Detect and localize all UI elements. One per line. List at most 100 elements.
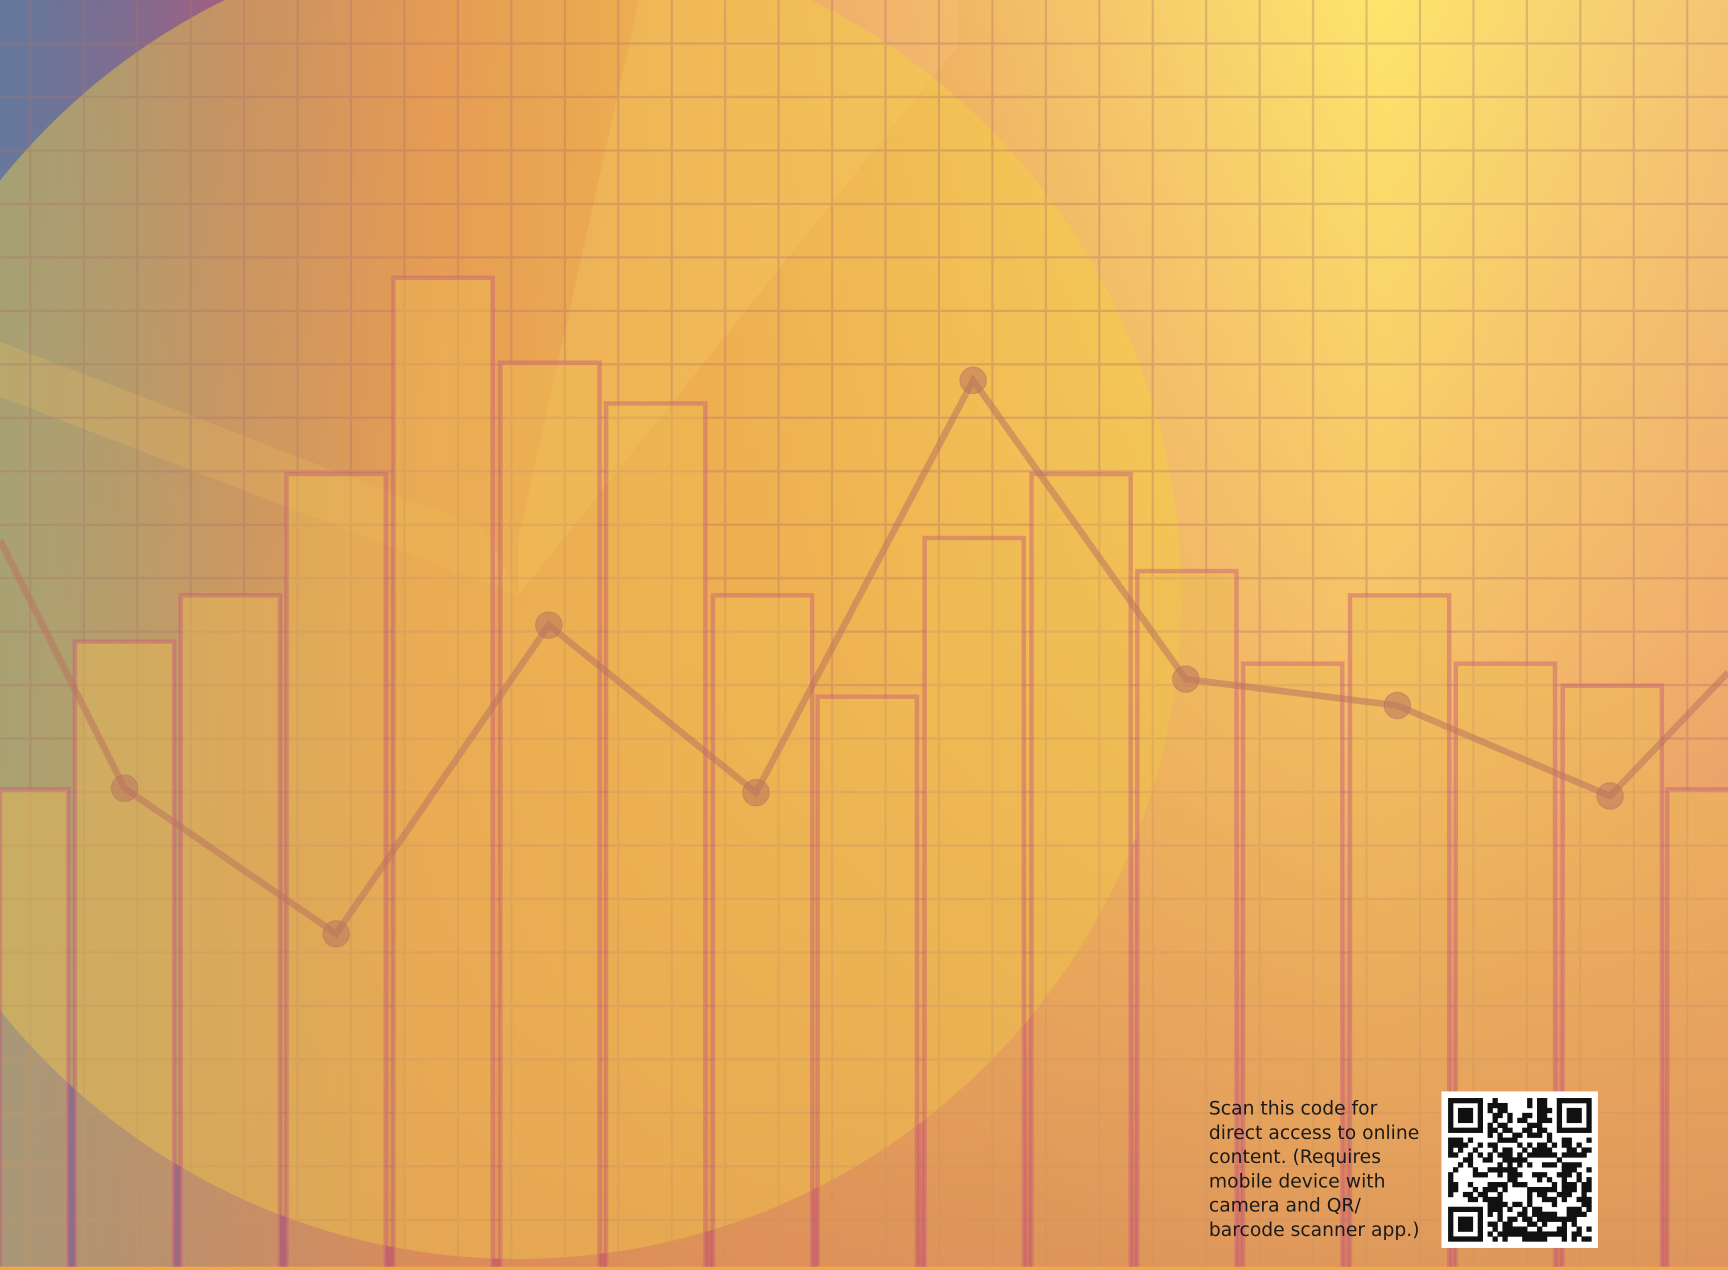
- qr-module: [1477, 1142, 1483, 1148]
- qr-module: [1586, 1186, 1592, 1193]
- qr-module: [1497, 1206, 1503, 1213]
- qr-module: [1566, 1127, 1572, 1133]
- qr-module: [1527, 1152, 1533, 1158]
- qr-module: [1586, 1107, 1592, 1114]
- qr-module: [1497, 1196, 1503, 1203]
- qr-module: [1527, 1186, 1533, 1193]
- qr-module: [1566, 1147, 1572, 1153]
- qr-module: [1527, 1102, 1533, 1109]
- qr-module: [1448, 1122, 1454, 1129]
- qr-module: [1517, 1226, 1523, 1232]
- qr-module: [1522, 1206, 1528, 1213]
- qr-module: [1502, 1167, 1508, 1173]
- qr-module: [1467, 1182, 1474, 1188]
- qr-module: [1517, 1182, 1523, 1188]
- qr-module: [1532, 1132, 1538, 1138]
- qr-module: [1571, 1216, 1577, 1222]
- qr-module: [1541, 1107, 1548, 1114]
- qr-module: [1497, 1211, 1503, 1217]
- qr-module: [1561, 1167, 1567, 1173]
- qr-module: [1571, 1127, 1577, 1133]
- qr-module: [1556, 1231, 1563, 1237]
- qr-module: [1571, 1186, 1577, 1193]
- qr-module: [1487, 1182, 1493, 1188]
- qr-module: [1467, 1152, 1474, 1158]
- qr-module: [1576, 1226, 1582, 1232]
- qr-module: [1502, 1102, 1508, 1109]
- qr-module: [1512, 1132, 1518, 1138]
- qr-module: [1467, 1221, 1474, 1227]
- qr-module: [1448, 1112, 1454, 1119]
- qr-module: [1532, 1231, 1538, 1237]
- qr-module: [1586, 1122, 1592, 1129]
- qr-module: [1487, 1186, 1493, 1193]
- qr-module: [1551, 1142, 1558, 1148]
- qr-module: [1571, 1098, 1577, 1104]
- qr-module: [1457, 1221, 1464, 1227]
- qr-module: [1532, 1147, 1538, 1153]
- qr-module: [1551, 1211, 1558, 1217]
- qr-code: [1441, 1091, 1598, 1248]
- qr-module: [1576, 1152, 1582, 1158]
- qr-module: [1487, 1152, 1493, 1158]
- qr-module: [1546, 1211, 1553, 1217]
- qr-module: [1541, 1117, 1548, 1124]
- qr-module: [1522, 1231, 1528, 1237]
- qr-module: [1512, 1157, 1518, 1163]
- qr-module: [1462, 1191, 1469, 1198]
- qr-module: [1497, 1172, 1503, 1178]
- qr-module: [1502, 1221, 1508, 1227]
- qr-module: [1453, 1182, 1459, 1188]
- qr-module: [1541, 1196, 1548, 1203]
- qr-module: [1502, 1186, 1508, 1193]
- qr-module: [1566, 1172, 1572, 1178]
- qr-module: [1537, 1102, 1543, 1109]
- qr-module: [1532, 1172, 1538, 1178]
- qr-module: [1492, 1127, 1498, 1133]
- qr-module: [1492, 1182, 1498, 1188]
- qr-module: [1566, 1137, 1572, 1143]
- qr-module: [1576, 1112, 1582, 1119]
- qr-module: [1541, 1162, 1548, 1168]
- qr-module: [1477, 1206, 1483, 1213]
- qr-module: [1457, 1107, 1464, 1114]
- qr-module: [1581, 1211, 1587, 1217]
- qr-module: [1527, 1201, 1533, 1208]
- qr-module: [1556, 1112, 1563, 1119]
- qr-module: [1453, 1167, 1459, 1173]
- qr-module: [1537, 1231, 1543, 1237]
- qr-module: [1517, 1162, 1523, 1168]
- qr-module: [1467, 1127, 1474, 1133]
- qr-module: [1517, 1117, 1523, 1124]
- qr-module: [1556, 1226, 1563, 1232]
- qr-module: [1472, 1206, 1479, 1213]
- qr-module: [1453, 1137, 1459, 1143]
- qr-module: [1532, 1152, 1538, 1158]
- qr-module: [1561, 1221, 1567, 1227]
- qr-module: [1448, 1216, 1454, 1222]
- qr-module: [1571, 1112, 1577, 1119]
- qr-module: [1561, 1226, 1567, 1232]
- qr-module: [1477, 1098, 1483, 1104]
- qr-module: [1477, 1221, 1483, 1227]
- qr-module: [1561, 1098, 1567, 1104]
- qr-module: [1497, 1112, 1503, 1119]
- qr-module: [1556, 1122, 1563, 1129]
- qr-module: [1502, 1152, 1508, 1158]
- qr-module: [1537, 1191, 1543, 1198]
- qr-module: [1502, 1107, 1508, 1114]
- qr-module: [1527, 1132, 1533, 1138]
- qr-module: [1467, 1117, 1474, 1124]
- qr-module: [1512, 1226, 1518, 1232]
- qr-module: [1472, 1167, 1479, 1173]
- qr-module: [1512, 1201, 1518, 1208]
- qr-module: [1537, 1211, 1543, 1217]
- qr-module: [1467, 1216, 1474, 1222]
- qr-module: [1532, 1221, 1538, 1227]
- qr-module: [1566, 1117, 1572, 1124]
- qr-module: [1482, 1196, 1488, 1203]
- qr-module: [1487, 1201, 1493, 1208]
- qr-module: [1462, 1236, 1469, 1242]
